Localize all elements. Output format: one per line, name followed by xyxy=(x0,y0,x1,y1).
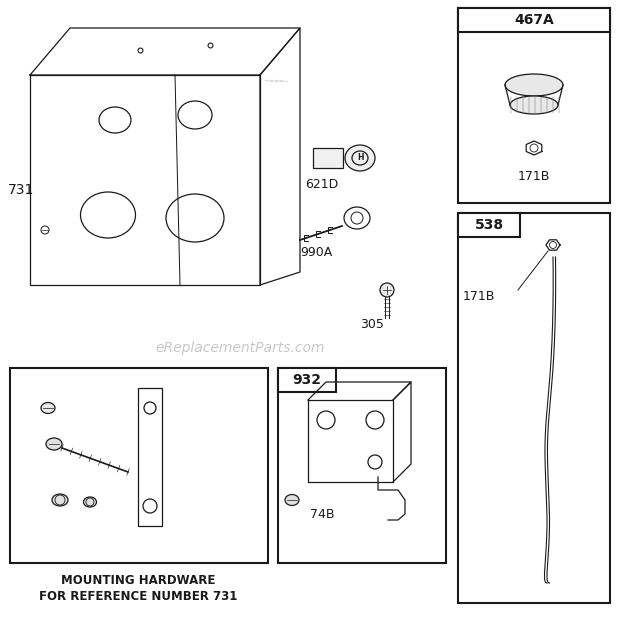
Bar xyxy=(138,388,162,526)
Text: H: H xyxy=(356,153,363,163)
Text: 731: 731 xyxy=(8,183,34,197)
Circle shape xyxy=(41,226,49,234)
Text: 990A: 990A xyxy=(300,245,332,258)
Text: 171B: 171B xyxy=(463,291,495,304)
Text: 467A: 467A xyxy=(514,13,554,27)
Bar xyxy=(313,148,343,168)
Bar xyxy=(458,8,610,203)
Ellipse shape xyxy=(52,494,68,506)
Text: 171B: 171B xyxy=(518,170,550,183)
Bar xyxy=(10,368,268,563)
Ellipse shape xyxy=(41,402,55,414)
Bar xyxy=(278,368,336,392)
Text: eReplacementParts.com: eReplacementParts.com xyxy=(155,341,325,355)
Text: 621D: 621D xyxy=(305,178,339,191)
Ellipse shape xyxy=(510,96,558,114)
Text: MOUNTING HARDWARE: MOUNTING HARDWARE xyxy=(61,574,215,586)
Text: 538: 538 xyxy=(474,218,503,232)
Ellipse shape xyxy=(84,497,97,507)
Ellipse shape xyxy=(505,74,563,96)
Bar xyxy=(458,213,610,603)
Text: 932: 932 xyxy=(293,373,322,387)
Text: FOR REFERENCE NUMBER 731: FOR REFERENCE NUMBER 731 xyxy=(39,591,237,604)
Ellipse shape xyxy=(345,145,375,171)
Ellipse shape xyxy=(285,494,299,505)
Bar xyxy=(278,368,446,563)
Circle shape xyxy=(380,283,394,297)
Ellipse shape xyxy=(46,438,62,450)
Bar xyxy=(458,213,520,237)
Text: 305: 305 xyxy=(360,319,384,332)
Text: 74B: 74B xyxy=(310,509,335,522)
Bar xyxy=(458,8,610,32)
